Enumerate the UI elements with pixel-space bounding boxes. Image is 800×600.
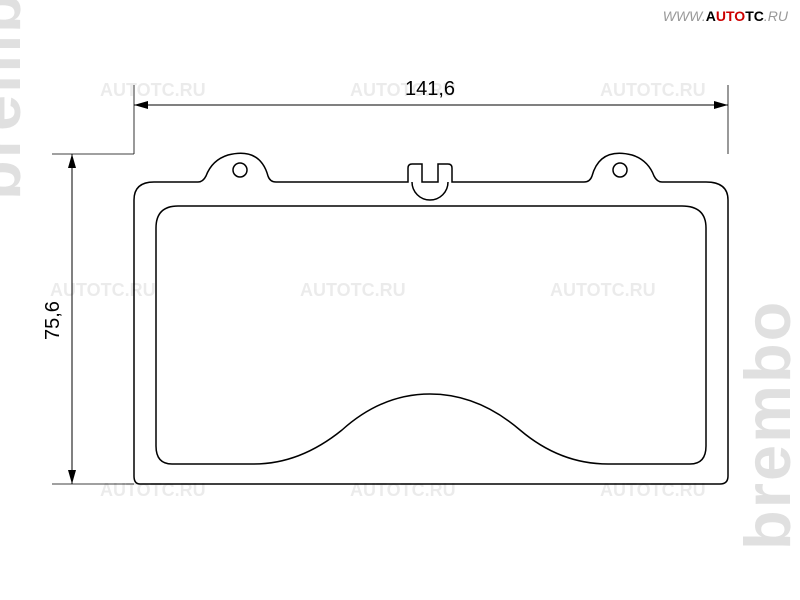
- pad-backing-plate: [134, 153, 728, 484]
- width-label: 141,6: [405, 78, 455, 101]
- diagram-container: brembo brembo AUTOTC.RU AUTOTC.RU AUTOTC…: [0, 0, 800, 600]
- right-tab-hole: [613, 163, 627, 177]
- height-label: 75,6: [42, 301, 65, 340]
- left-tab-hole: [233, 163, 247, 177]
- friction-material: [156, 206, 706, 464]
- center-notch: [412, 182, 448, 200]
- brake-pad-diagram: [0, 0, 800, 600]
